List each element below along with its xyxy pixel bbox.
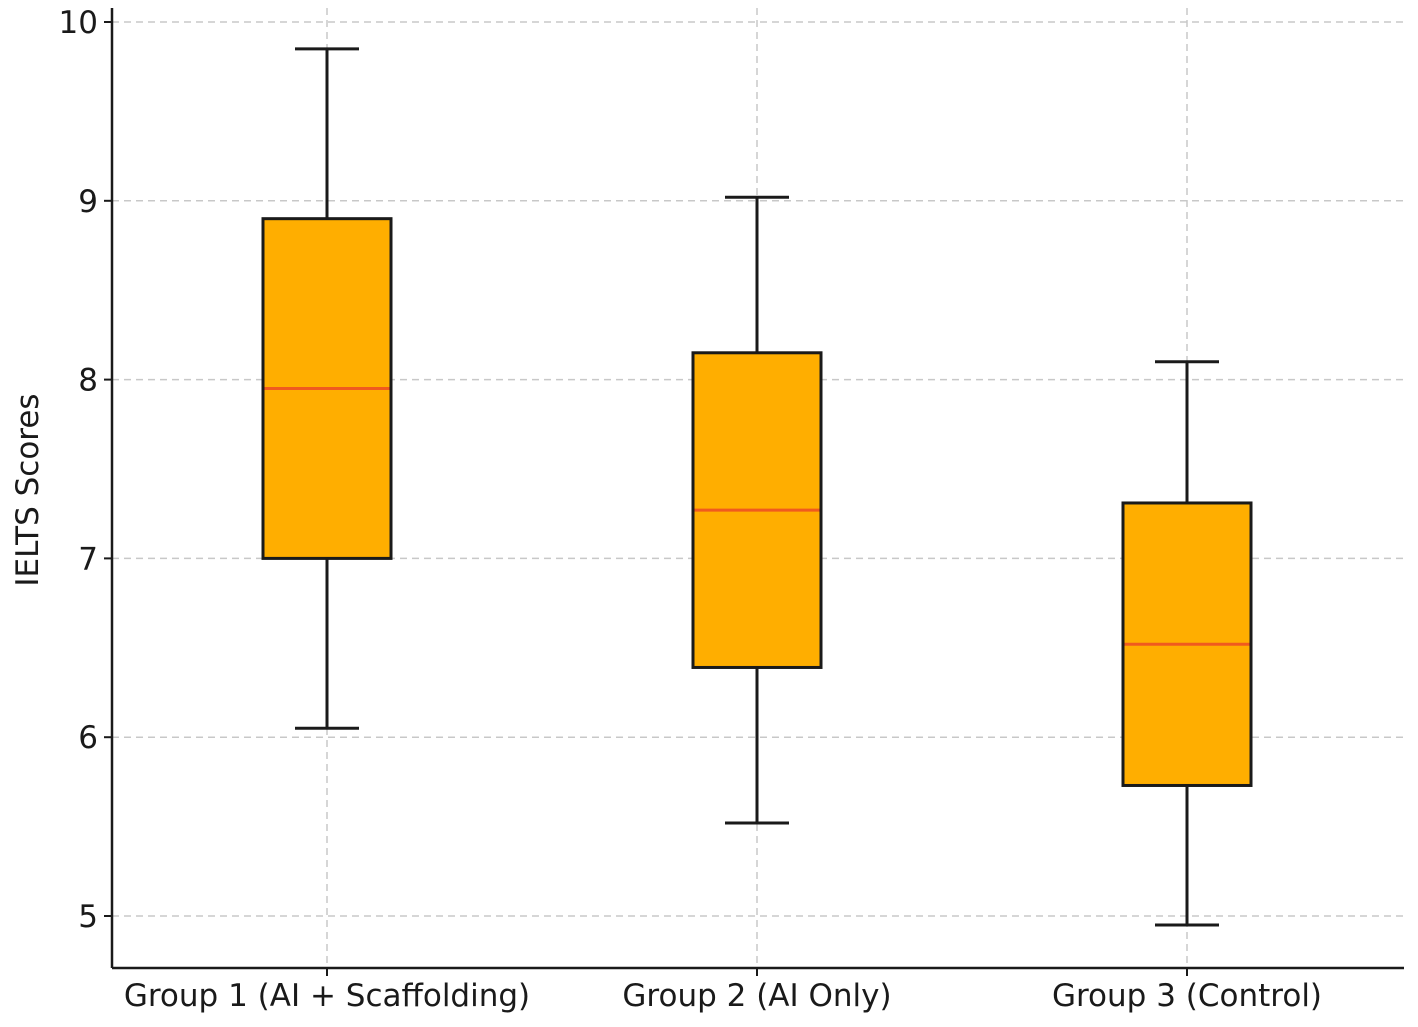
x-tick-label: Group 3 (Control) bbox=[1052, 978, 1322, 1014]
y-tick-label: 7 bbox=[78, 541, 98, 577]
y-axis-label: IELTS Scores bbox=[10, 393, 46, 586]
box-group bbox=[1121, 360, 1253, 927]
x-tick-labels: Group 1 (AI + Scaffolding) Group 2 (AI On… bbox=[124, 968, 1322, 1014]
boxes bbox=[261, 47, 1253, 927]
box-group bbox=[691, 195, 823, 825]
y-tick-label: 10 bbox=[59, 5, 98, 41]
y-tick-label: 5 bbox=[78, 899, 98, 935]
box-group bbox=[261, 47, 393, 730]
x-tick-label: Group 2 (AI Only) bbox=[622, 978, 891, 1014]
y-tick-label: 8 bbox=[78, 363, 98, 399]
y-tick-label: 9 bbox=[78, 184, 98, 220]
y-tick-label: 6 bbox=[78, 720, 98, 756]
y-tick-labels: 5 6 7 8 9 10 bbox=[59, 5, 98, 935]
x-tick-label: Group 1 (AI + Scaffolding) bbox=[124, 978, 530, 1014]
